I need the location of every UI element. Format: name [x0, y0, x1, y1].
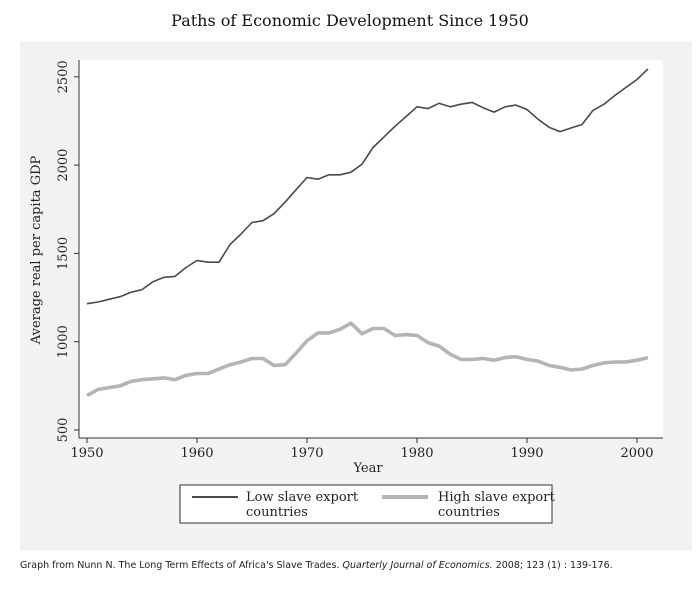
y-tick-label: 500: [56, 418, 71, 443]
x-tick-label: 1980: [400, 446, 433, 461]
y-tick-label: 1000: [56, 325, 71, 358]
x-tick-label: 2000: [620, 446, 653, 461]
caption-prefix: Graph from Nunn N. The Long Term Effects…: [20, 560, 343, 571]
x-axis-label: Year: [352, 461, 383, 476]
plot-area: [79, 60, 663, 438]
series-line-high-slave-export: [86, 321, 649, 398]
y-axis-ticks: 500 1000 1500 2000 2500: [56, 60, 79, 442]
legend-label-low-line2: countries: [246, 505, 308, 520]
legend-label-high-line1: High slave export: [438, 490, 555, 505]
source-caption: Graph from Nunn N. The Long Term Effects…: [20, 560, 690, 571]
legend-label-low-line1: Low slave export: [246, 490, 359, 505]
y-tick-label: 2000: [56, 149, 71, 182]
y-tick-label: 1500: [56, 237, 71, 270]
legend-box: [179, 484, 553, 524]
legend-label-high-line2: countries: [438, 505, 500, 520]
series-line-low-slave-export: [86, 68, 649, 305]
caption-suffix: 2008; 123 (1) : 139-176.: [492, 560, 613, 571]
x-tick-label: 1960: [180, 446, 213, 461]
caption-journal: Quarterly Journal of Economics.: [342, 560, 493, 571]
x-tick-label: 1990: [510, 446, 543, 461]
x-axis-ticks: 1950 1960 1970 1980 1990 2000: [70, 438, 654, 461]
y-axis-label: Average real per capita GDP: [29, 156, 44, 346]
x-tick-label: 1950: [70, 446, 103, 461]
x-tick-label: 1970: [290, 446, 323, 461]
series-lines: [86, 68, 649, 398]
y-tick-label: 2500: [56, 60, 71, 93]
chart-title: Paths of Economic Development Since 1950: [171, 11, 529, 30]
